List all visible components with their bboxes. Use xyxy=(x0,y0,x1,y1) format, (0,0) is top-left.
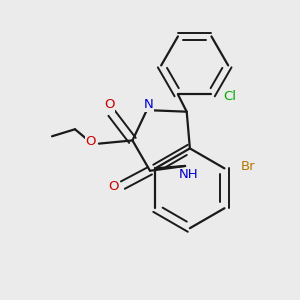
Text: Br: Br xyxy=(241,160,256,173)
Text: NH: NH xyxy=(178,168,198,182)
Text: O: O xyxy=(104,98,114,111)
Text: O: O xyxy=(86,135,96,148)
Text: O: O xyxy=(109,180,119,193)
Text: N: N xyxy=(143,98,153,111)
Text: Cl: Cl xyxy=(224,91,236,103)
